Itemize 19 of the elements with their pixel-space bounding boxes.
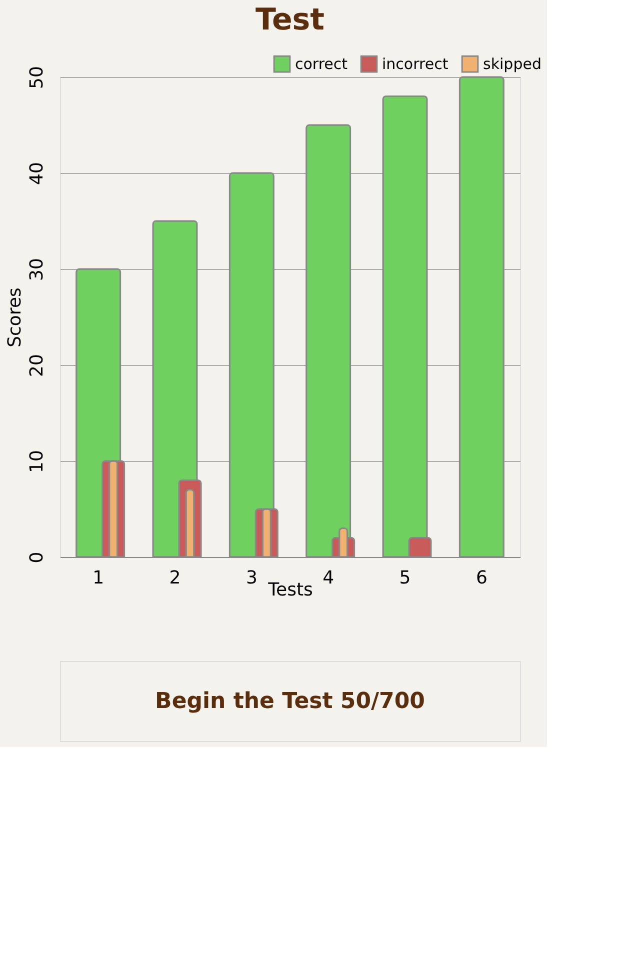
legend-label: skipped [483,55,542,74]
text: Begin the Test 50/700 [155,689,425,714]
y-tick-label: 0 [26,552,48,564]
y-tick-label: 20 [26,354,48,377]
legend-label: correct [295,55,348,74]
y-axis-title: Scores [4,288,26,348]
y-tick-label: 50 [26,66,48,89]
x-tick-label: 3 [246,568,258,588]
y-tick-label: 30 [26,258,48,281]
x-axis-title: Tests [267,580,313,600]
x-tick-label: 4 [322,568,334,588]
x-tick-label: 6 [476,568,488,588]
x-tick-label: 5 [399,568,411,588]
x-tick-label: 2 [169,568,181,588]
legend-label: incorrect [382,55,448,74]
y-tick-label: 40 [26,162,48,185]
y-tick-label: 10 [26,450,48,473]
chart-title: Test [255,2,325,38]
x-tick-label: 1 [92,568,104,588]
